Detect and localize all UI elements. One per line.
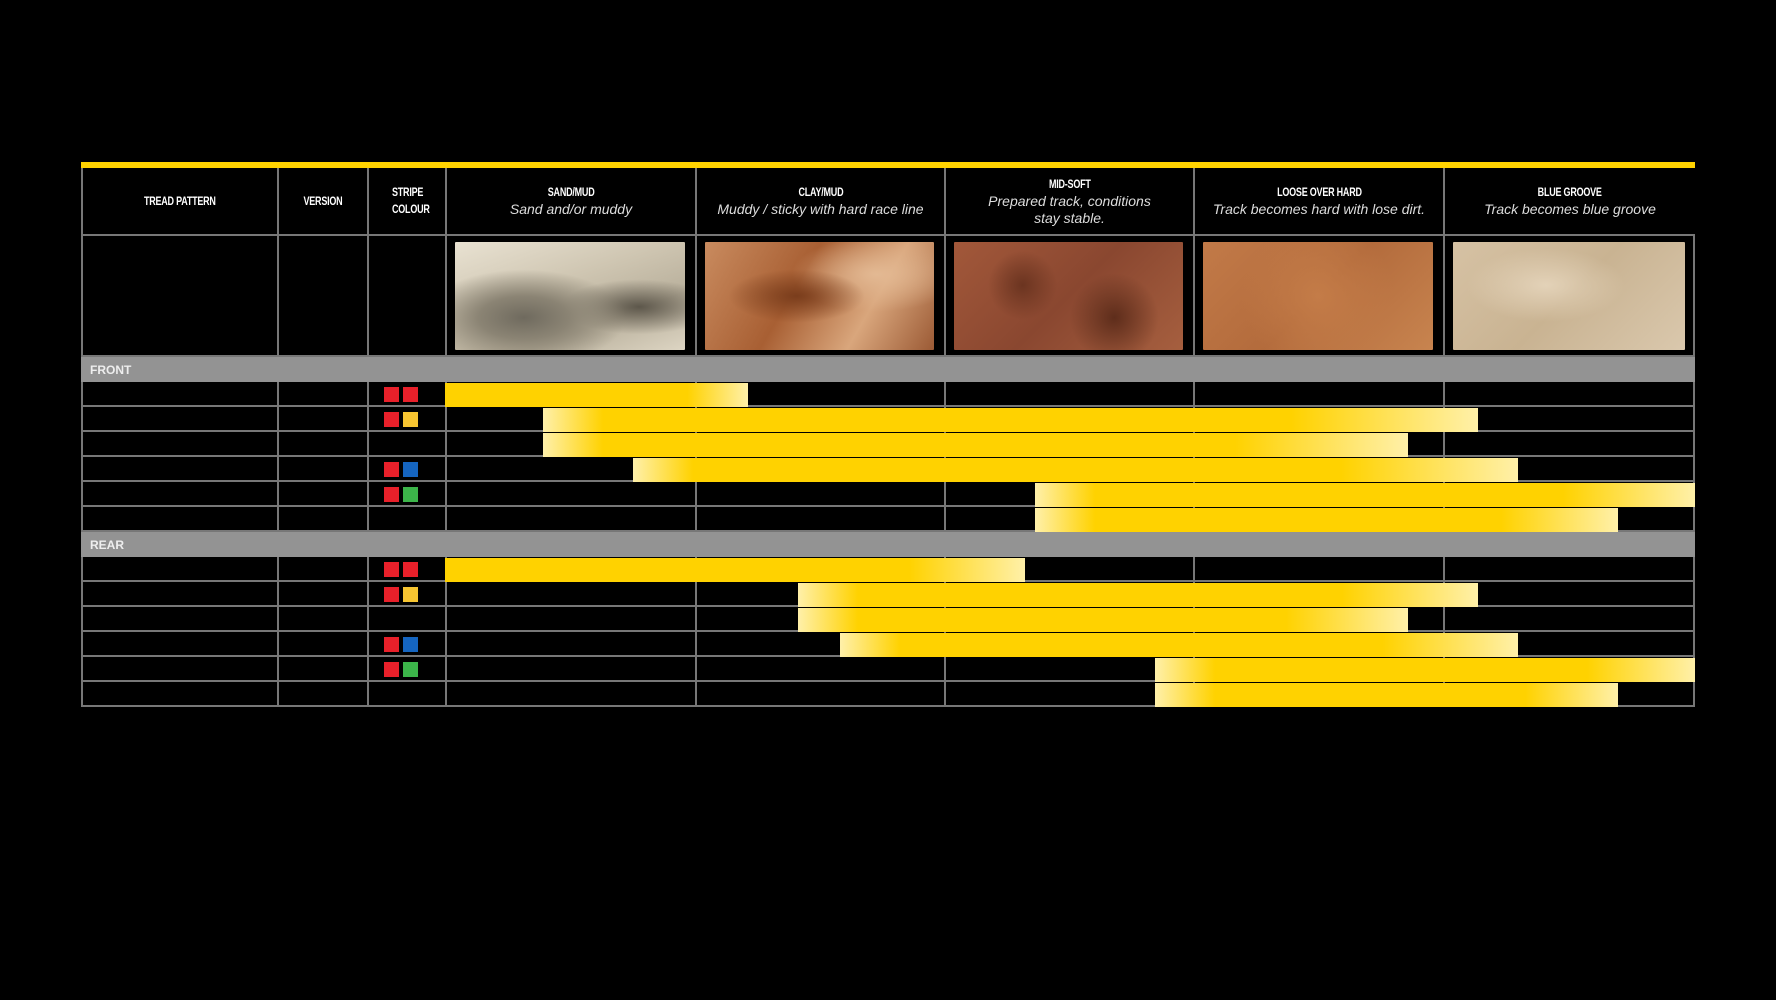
grid-line bbox=[367, 382, 369, 532]
stripe-swatch-red bbox=[384, 587, 399, 602]
grid-line bbox=[277, 234, 279, 357]
column-title: LOOSE OVER HARD bbox=[1276, 185, 1362, 199]
grid-line bbox=[1693, 234, 1695, 357]
grid-line bbox=[81, 680, 1695, 682]
grid-line bbox=[1193, 382, 1195, 532]
suitability-bar bbox=[445, 383, 748, 407]
column-title: BLUE GROOVE bbox=[1537, 185, 1603, 199]
header-blue-groove: BLUE GROOVE Track becomes blue groove bbox=[1443, 168, 1695, 234]
suitability-bar bbox=[797, 608, 1408, 632]
grid-line bbox=[695, 234, 697, 357]
grid-line bbox=[81, 234, 1695, 236]
column-title: CLAY/MUD bbox=[798, 185, 843, 199]
stripe-swatch-red bbox=[403, 387, 418, 402]
stripe-swatch-blue bbox=[403, 462, 418, 477]
stripe-swatch-red bbox=[384, 412, 399, 427]
grid-line bbox=[81, 505, 1695, 507]
grid-line bbox=[81, 382, 83, 532]
terrain-image-blue-groove-clay bbox=[1453, 242, 1685, 350]
suitability-bar bbox=[797, 583, 1478, 607]
suitability-bar bbox=[632, 458, 1518, 482]
suitability-bar bbox=[1155, 658, 1695, 682]
suitability-bar bbox=[542, 433, 1408, 457]
grid-line bbox=[445, 234, 447, 357]
grid-line bbox=[944, 382, 946, 532]
grid-line bbox=[695, 382, 697, 532]
grid-line bbox=[1693, 382, 1695, 532]
grid-line bbox=[367, 557, 369, 707]
terrain-image-clay-mud bbox=[705, 242, 934, 350]
grid-line bbox=[944, 557, 946, 707]
column-title: VERSION bbox=[303, 193, 343, 208]
suitability-bar bbox=[1035, 508, 1618, 532]
terrain-chart: TREAD PATTERN VERSION STRIPE COLOUR SAND/MU… bbox=[81, 162, 1695, 724]
grid-line bbox=[445, 382, 447, 532]
terrain-image-mid-soft-soil bbox=[954, 242, 1183, 350]
stripe-swatch-red bbox=[403, 562, 418, 577]
column-title: STRIPE COLOUR bbox=[392, 185, 430, 216]
header-mid-soft: MID-SOFT Prepared track, conditions stay … bbox=[944, 168, 1193, 234]
column-subtitle: Sand and/or muddy bbox=[509, 201, 633, 217]
grid-line bbox=[695, 557, 697, 707]
stripe-swatch-red bbox=[384, 462, 399, 477]
suitability-bar bbox=[1155, 683, 1618, 707]
header-sand-mud: SAND/MUD Sand and/or muddy bbox=[445, 168, 695, 234]
header-version: VERSION bbox=[277, 168, 367, 234]
stripe-swatch-red bbox=[384, 662, 399, 677]
stripe-swatch-yellow bbox=[403, 587, 418, 602]
grid-line bbox=[445, 557, 447, 707]
suitability-bar bbox=[445, 558, 1025, 582]
stripe-swatch-blue bbox=[403, 637, 418, 652]
column-title: TREAD PATTERN bbox=[144, 193, 216, 208]
grid-line bbox=[1443, 382, 1445, 532]
header-clay-mud: CLAY/MUD Muddy / sticky with hard race li… bbox=[695, 168, 944, 234]
stripe-swatch-yellow bbox=[403, 412, 418, 427]
column-subtitle: Prepared track, conditions stay stable. bbox=[988, 192, 1151, 226]
section-band-rear: REAR bbox=[81, 532, 1695, 557]
column-subtitle: Track becomes hard with lose dirt. bbox=[1212, 201, 1426, 217]
stripe-swatch-green bbox=[403, 487, 418, 502]
terrain-image-loose-dirt bbox=[1203, 242, 1433, 350]
stripe-swatch-green bbox=[403, 662, 418, 677]
stripe-swatch-red bbox=[384, 387, 399, 402]
grid-line bbox=[277, 557, 279, 707]
grid-line bbox=[1193, 557, 1195, 707]
section-band-front: FRONT bbox=[81, 357, 1695, 382]
grid-line bbox=[1193, 234, 1195, 357]
grid-line bbox=[81, 705, 1695, 707]
suitability-bar bbox=[840, 633, 1518, 657]
grid-line bbox=[81, 557, 83, 707]
column-subtitle: Track becomes blue groove bbox=[1484, 201, 1656, 217]
suitability-bar bbox=[1035, 483, 1695, 507]
grid-line bbox=[81, 405, 1695, 407]
header-stripe-colour: STRIPE COLOUR bbox=[367, 168, 445, 234]
grid-line bbox=[1443, 234, 1445, 357]
terrain-image-sand bbox=[455, 242, 685, 350]
column-title: SAND/MUD bbox=[547, 185, 595, 199]
column-subtitle: Muddy / sticky with hard race line bbox=[717, 201, 924, 217]
grid-line bbox=[81, 530, 1695, 532]
stripe-swatch-red bbox=[384, 487, 399, 502]
grid-line bbox=[277, 382, 279, 532]
header-loose-over-hard: LOOSE OVER HARD Track becomes hard with l… bbox=[1193, 168, 1443, 234]
stripe-swatch-red bbox=[384, 637, 399, 652]
grid-line bbox=[1443, 557, 1445, 707]
stripe-swatch-red bbox=[384, 562, 399, 577]
grid-line bbox=[1693, 557, 1695, 707]
suitability-bar bbox=[542, 408, 1478, 432]
grid-line bbox=[367, 234, 369, 357]
grid-line bbox=[81, 355, 1695, 357]
column-title: MID-SOFT bbox=[1048, 176, 1091, 191]
grid-line bbox=[81, 234, 83, 357]
grid-line bbox=[944, 234, 946, 357]
top-accent-bar bbox=[81, 162, 1695, 168]
header-tread-pattern: TREAD PATTERN bbox=[81, 168, 277, 234]
